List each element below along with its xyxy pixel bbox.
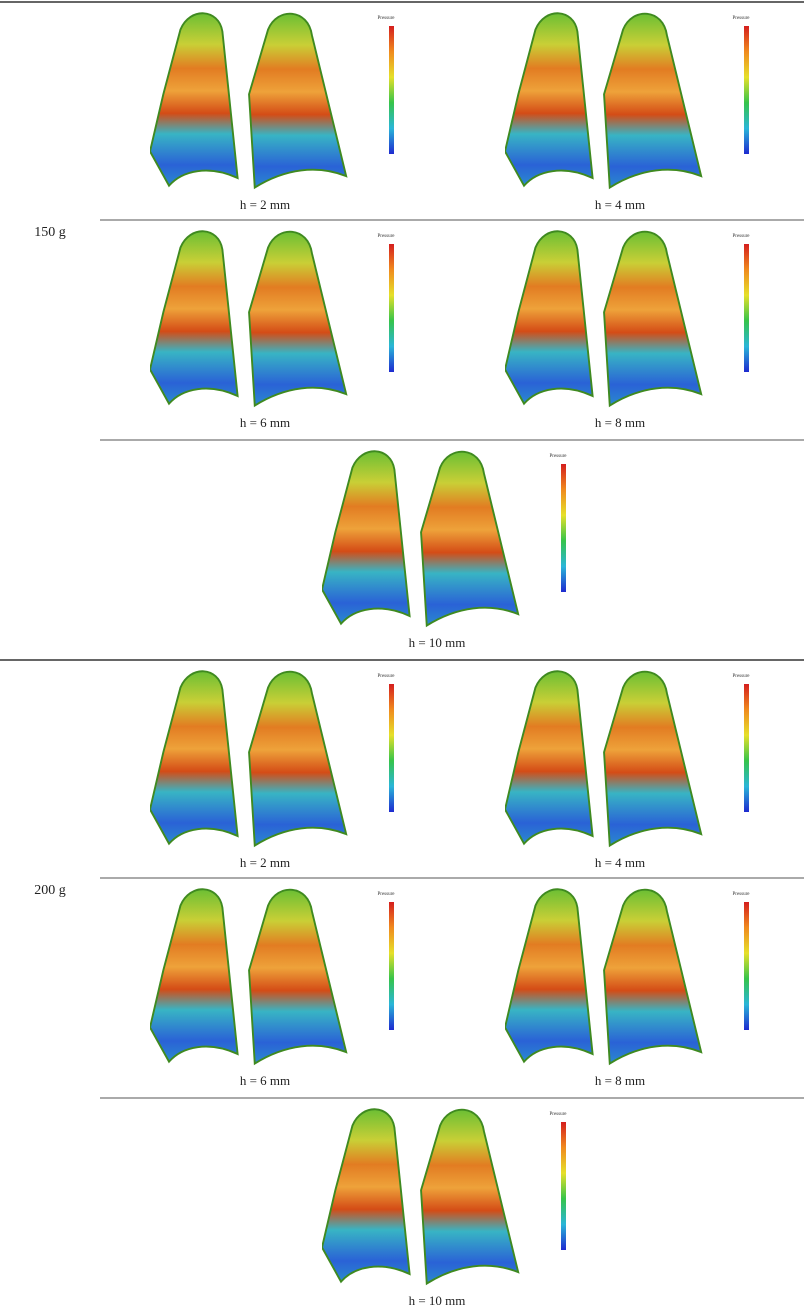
cell-caption: h = 4 mm [595,197,645,212]
legend-title: Pressure [378,234,396,239]
color-bar [389,244,394,372]
figure-table: 150 gPressureh = 2 mmPressureh = 4 mmPre… [0,0,804,1312]
result-cell: Pressure h = 6 mm [150,231,395,430]
lung-contour [150,13,346,187]
cell-caption: h = 8 mm [595,1073,645,1088]
color-bar [561,464,566,592]
color-bar [744,684,749,812]
cell-caption: h = 8 mm [595,415,645,430]
result-cell: Pressure h = 8 mm [505,889,750,1088]
lung-contour [322,1109,518,1283]
legend-title: Pressure [733,16,751,21]
cell-caption: h = 2 mm [240,855,290,870]
lung-contour [505,889,701,1063]
legend-title: Pressure [378,674,396,679]
legend-title: Pressure [378,16,396,21]
lung-contour [505,231,701,405]
result-cell: Pressure h = 2 mm [150,671,395,870]
group-label: 200 g [34,883,66,898]
cell-caption: h = 10 mm [409,1293,466,1308]
cell-caption: h = 10 mm [409,635,466,650]
legend-title: Pressure [550,454,568,459]
legend-title: Pressure [733,674,751,679]
result-cell: Pressure h = 4 mm [505,13,750,212]
color-bar [561,1122,566,1250]
color-bar [744,902,749,1030]
color-bar [389,26,394,154]
lung-contour [505,13,701,187]
result-cell: Pressure h = 4 mm [505,671,750,870]
cell-caption: h = 4 mm [595,855,645,870]
color-bar [389,684,394,812]
result-cell: Pressure h = 10 mm [322,1109,567,1308]
legend-title: Pressure [733,234,751,239]
group-label: 150 g [34,225,66,240]
color-bar [744,244,749,372]
cell-caption: h = 6 mm [240,1073,290,1088]
page: 150 gPressureh = 2 mmPressureh = 4 mmPre… [0,0,804,1312]
color-bar [744,26,749,154]
legend-title: Pressure [733,892,751,897]
result-cell: Pressure h = 8 mm [505,231,750,430]
cell-caption: h = 2 mm [240,197,290,212]
legend-title: Pressure [378,892,396,897]
lung-contour [322,451,518,625]
result-cell: Pressure h = 2 mm [150,13,395,212]
lung-contour [150,671,346,845]
result-cell: Pressure h = 10 mm [322,451,567,650]
lung-contour [150,889,346,1063]
color-bar [389,902,394,1030]
legend-title: Pressure [550,1112,568,1117]
cell-caption: h = 6 mm [240,415,290,430]
result-cell: Pressure h = 6 mm [150,889,395,1088]
lung-contour [505,671,701,845]
lung-contour [150,231,346,405]
